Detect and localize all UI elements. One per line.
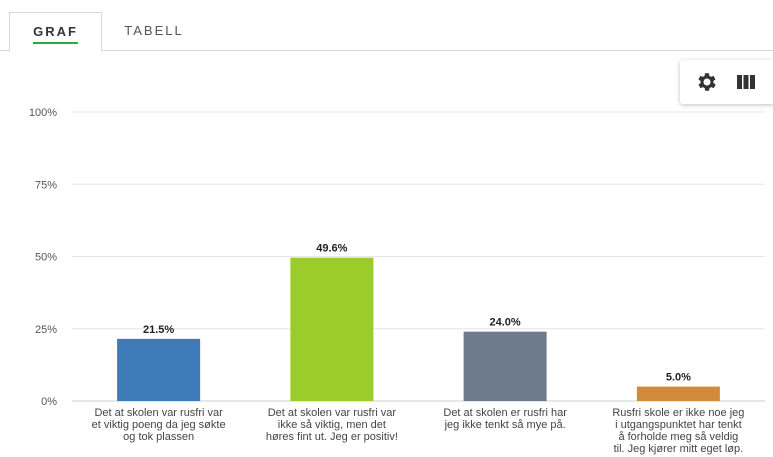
settings-button[interactable] bbox=[695, 70, 719, 94]
bar[interactable] bbox=[636, 386, 720, 401]
x-category-label: Det at skolen var rusfri var et viktig po… bbox=[92, 407, 226, 443]
bar-value-label: 5.0% bbox=[666, 372, 691, 384]
x-category-label: Det at skolen er rusfri har jeg ikke tenk… bbox=[443, 407, 567, 431]
x-category-label: Rusfri skole er ikke noe jeg i utgangspun… bbox=[612, 407, 744, 455]
y-tick-label: 75% bbox=[35, 179, 57, 191]
chart-toolbar bbox=[680, 60, 773, 104]
tab-bar: GRAF TABELL bbox=[0, 0, 773, 52]
gear-icon bbox=[698, 73, 716, 91]
y-tick-label: 0% bbox=[41, 396, 57, 408]
tab-tabell-label: TABELL bbox=[124, 23, 184, 38]
columns-icon bbox=[737, 75, 755, 89]
tab-graf-label: GRAF bbox=[33, 24, 78, 44]
tab-graf[interactable]: GRAF bbox=[9, 12, 102, 52]
bar-value-label: 21.5% bbox=[143, 324, 174, 336]
y-tick-label: 50% bbox=[35, 252, 57, 264]
bar[interactable] bbox=[290, 257, 374, 401]
bar-value-label: 24.0% bbox=[490, 317, 521, 329]
bar-chart: 0% 25% 50% 75% 100% 21.5% Det at skolen var ru… bbox=[29, 107, 765, 455]
bar-value-label: 49.6% bbox=[316, 243, 347, 255]
x-category-label: Det at skolen var rusfri var ikke så vikt… bbox=[266, 407, 398, 443]
bar[interactable] bbox=[463, 331, 547, 401]
bar[interactable] bbox=[117, 338, 201, 401]
y-tick-label: 25% bbox=[35, 324, 57, 336]
y-tick-label: 100% bbox=[29, 107, 57, 119]
tab-tabell[interactable]: TABELL bbox=[109, 12, 199, 50]
columns-button[interactable] bbox=[734, 70, 758, 94]
